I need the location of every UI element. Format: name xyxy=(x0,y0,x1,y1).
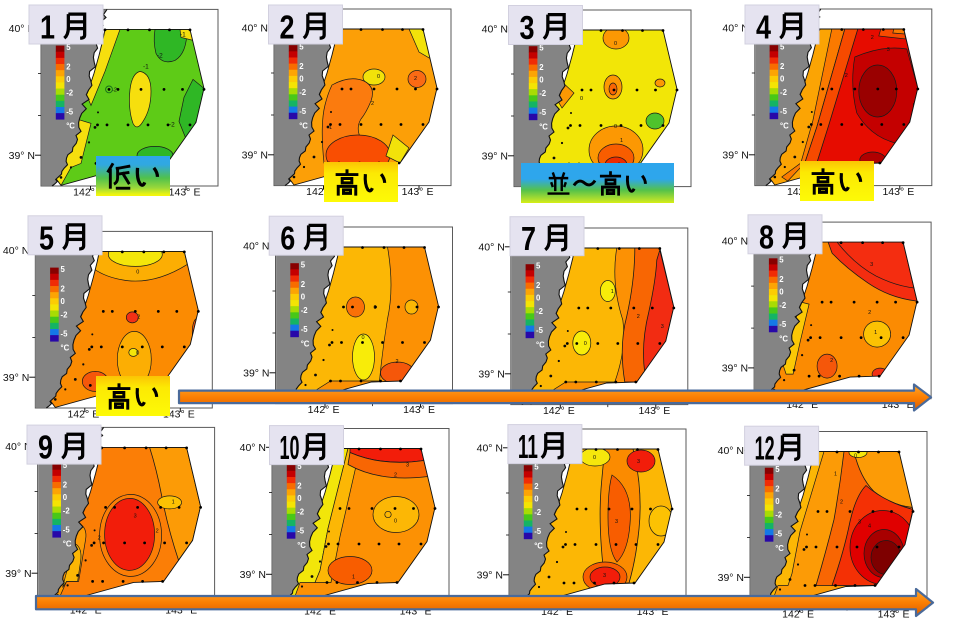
svg-text:0: 0 xyxy=(377,74,380,80)
svg-text:6: 6 xyxy=(280,220,295,257)
svg-text:2: 2 xyxy=(396,359,399,365)
svg-text:11: 11 xyxy=(518,428,538,465)
svg-text:1: 1 xyxy=(172,499,175,505)
svg-text:3: 3 xyxy=(520,9,535,46)
svg-text:3: 3 xyxy=(858,520,861,526)
svg-text:5: 5 xyxy=(39,219,54,256)
svg-text:3: 3 xyxy=(661,324,664,330)
svg-text:8: 8 xyxy=(759,218,774,255)
svg-text:1: 1 xyxy=(329,125,332,131)
svg-text:2: 2 xyxy=(98,535,101,541)
svg-text:-1: -1 xyxy=(180,31,186,38)
svg-text:0: 0 xyxy=(584,341,587,347)
svg-text:-2: -2 xyxy=(157,52,163,59)
svg-text:2: 2 xyxy=(394,473,397,479)
svg-text:7: 7 xyxy=(521,220,536,257)
svg-text:0: 0 xyxy=(362,335,365,341)
svg-text:3: 3 xyxy=(615,519,618,525)
svg-text:0: 0 xyxy=(394,519,397,525)
svg-text:2: 2 xyxy=(871,35,874,41)
svg-text:0: 0 xyxy=(580,96,583,102)
svg-text:2: 2 xyxy=(137,314,140,320)
svg-text:0: 0 xyxy=(614,41,617,47)
svg-text:3: 3 xyxy=(870,262,873,268)
svg-text:0: 0 xyxy=(136,269,139,275)
svg-text:3: 3 xyxy=(637,459,640,465)
svg-text:3: 3 xyxy=(406,463,409,469)
svg-text:4: 4 xyxy=(756,9,772,46)
svg-text:1: 1 xyxy=(874,330,877,336)
svg-text:0: 0 xyxy=(136,350,139,356)
svg-text:4: 4 xyxy=(868,524,871,530)
svg-text:2: 2 xyxy=(371,101,374,107)
svg-text:0: 0 xyxy=(614,124,617,130)
svg-text:1: 1 xyxy=(611,289,614,295)
svg-text:9: 9 xyxy=(38,429,53,466)
svg-text:1: 1 xyxy=(834,472,837,478)
svg-text:1: 1 xyxy=(352,575,355,581)
svg-text:-1: -1 xyxy=(143,63,149,70)
svg-text:2: 2 xyxy=(868,310,871,316)
svg-text:2: 2 xyxy=(830,358,833,364)
svg-text:1: 1 xyxy=(40,9,55,46)
svg-text:2: 2 xyxy=(637,314,640,320)
svg-text:2: 2 xyxy=(840,500,843,506)
svg-text:1: 1 xyxy=(620,138,623,144)
svg-text:2: 2 xyxy=(156,528,159,534)
svg-text:12: 12 xyxy=(755,430,775,467)
svg-text:3: 3 xyxy=(134,513,137,519)
svg-text:0: 0 xyxy=(854,454,857,460)
svg-text:3: 3 xyxy=(603,573,606,579)
svg-text:-2: -2 xyxy=(112,87,117,93)
svg-text:10: 10 xyxy=(280,429,300,466)
svg-text:3: 3 xyxy=(887,47,890,53)
svg-text:2: 2 xyxy=(280,9,295,46)
svg-text:2: 2 xyxy=(845,73,848,79)
svg-text:0: 0 xyxy=(593,455,596,461)
svg-text:2: 2 xyxy=(414,76,417,82)
svg-text:-2: -2 xyxy=(169,121,175,128)
